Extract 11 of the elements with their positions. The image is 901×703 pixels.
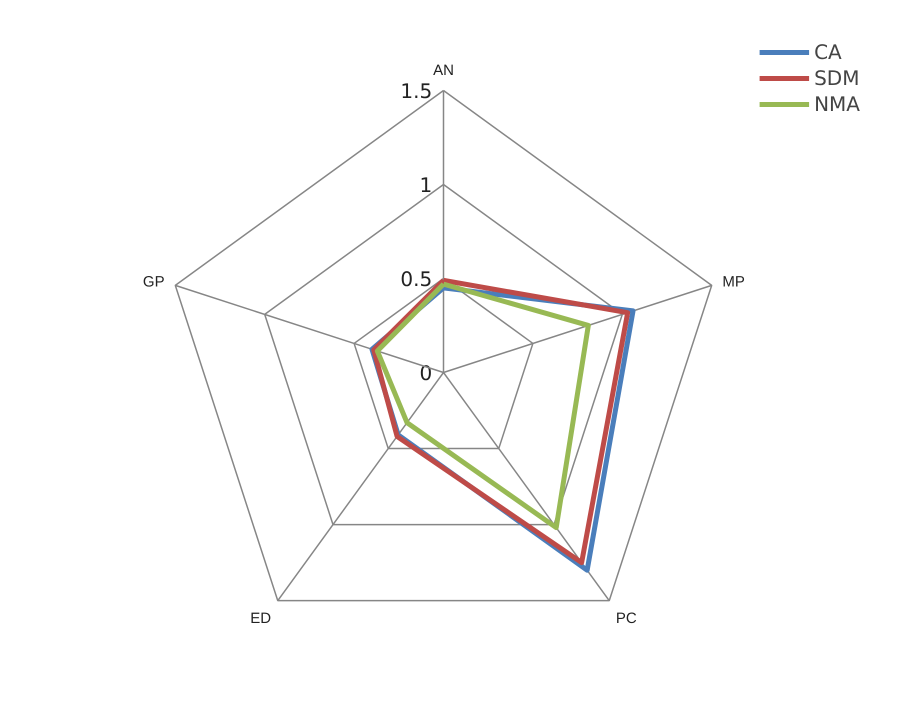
spoke-label: GP bbox=[142, 273, 165, 290]
spoke-label: AN bbox=[433, 62, 454, 80]
legend-label: SDM bbox=[814, 66, 860, 90]
legend-label: CA bbox=[814, 40, 842, 64]
y-tick-label: 1.5 bbox=[400, 79, 432, 103]
spoke-label: MP bbox=[722, 273, 745, 290]
y-tick-label: 1 bbox=[419, 173, 432, 197]
y-tick-label: 0.5 bbox=[400, 267, 432, 291]
spoke-label: ED bbox=[250, 610, 272, 627]
legend-label: NMA bbox=[814, 92, 860, 116]
spoke-label: PC bbox=[616, 610, 637, 627]
